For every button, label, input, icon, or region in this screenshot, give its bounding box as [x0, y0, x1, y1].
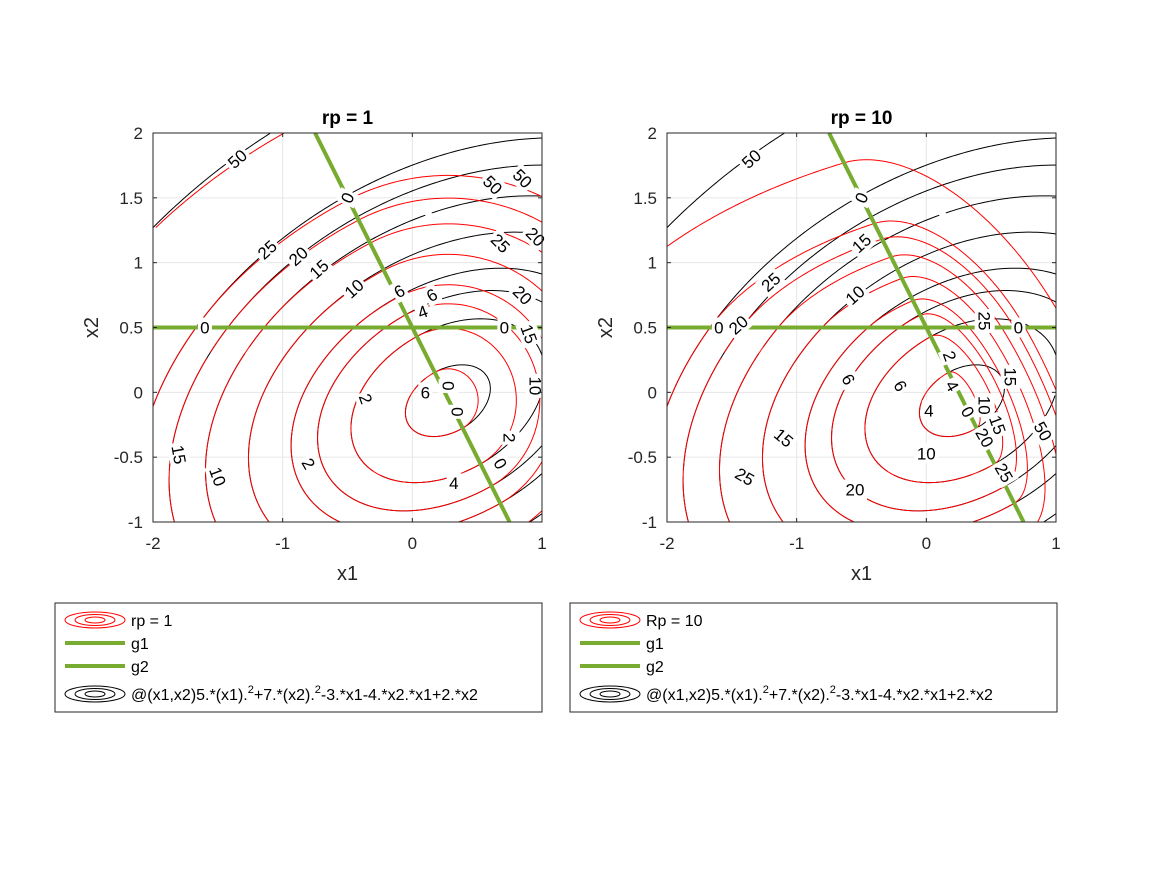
- constraint-contour-label: 0: [497, 317, 512, 338]
- penalized-contour-50: [667, 159, 1056, 309]
- y-tick-label: -0.5: [114, 448, 143, 467]
- y-tick-label: 0.5: [633, 319, 657, 338]
- objective-contour-label-text: 20: [846, 481, 865, 500]
- x-tick-label: 0: [922, 534, 931, 553]
- objective-contour-label: 0: [438, 378, 459, 393]
- legend: Rp = 10 g1 g2 @(x1,x2)5.*(x1).2+7.*(x2).2-3…: [569, 602, 1058, 713]
- constraint-contour-label: 0: [1011, 317, 1026, 338]
- legend-entry-label: Rp = 10: [646, 613, 703, 630]
- y-tick-label: 0: [134, 383, 143, 402]
- x-axis-label: x1: [337, 563, 358, 585]
- objective-contour-label: 0: [955, 400, 980, 423]
- legend-contour-icon: [579, 611, 641, 629]
- legend-contour-icon: [64, 685, 126, 703]
- y-tick-label: -1: [642, 513, 657, 532]
- x-tick-label: -2: [659, 534, 674, 553]
- penalized-contour-2: [864, 334, 1004, 484]
- constraint-contour-label-text: 0: [500, 319, 509, 338]
- penalized-contour-label-text: 10: [975, 396, 994, 415]
- y-tick-label: 0.5: [119, 319, 143, 338]
- penalized-contour-label: 6: [418, 382, 433, 403]
- x-axis-label: x1: [851, 563, 872, 585]
- objective-contour-label: 4: [921, 400, 936, 421]
- x-tick-label: -1: [275, 534, 290, 553]
- penalized-contour-label: 4: [940, 374, 965, 397]
- objective-contour-label: 20: [843, 479, 867, 500]
- x-tick-label: 0: [408, 534, 417, 553]
- plot-title: rp = 1: [322, 108, 374, 129]
- constraint-contour-label-text: 0: [200, 319, 209, 338]
- penalized-contour-label-text: 6: [421, 383, 430, 402]
- penalized-contour-label-text: 0: [448, 407, 467, 416]
- y-tick-label: 1: [648, 254, 657, 273]
- y-tick-label: 2: [648, 124, 657, 143]
- constraint-contour-label: 0: [197, 317, 212, 338]
- legend-entry-label: @(x1,x2)5.*(x1).2+7.*(x2).2-3.*x1-4.*x2.…: [131, 684, 478, 704]
- constraint-contour-label: 0: [849, 187, 874, 209]
- y-tick-label: 0: [648, 383, 657, 402]
- penalized-contour-label: 2: [499, 430, 520, 445]
- y-axis-label: x2: [81, 317, 103, 338]
- objective-contour-label: 2: [937, 346, 962, 366]
- penalized-contour-label: 15: [1000, 364, 1021, 389]
- x-tick-label: 1: [1051, 534, 1060, 553]
- objective-contour-label: 4: [412, 300, 433, 324]
- constraint-contour-label-text: 0: [714, 319, 723, 338]
- penalized-contour-label-text: 2: [500, 433, 519, 442]
- y-axis-label: x2: [595, 317, 617, 338]
- penalized-contour-label: 6: [388, 279, 411, 304]
- penalized-contour-label: 10: [974, 393, 995, 418]
- legend-entry-label: g2: [131, 659, 149, 676]
- penalized-contour-label: 10: [525, 373, 546, 398]
- legend-entry-label: rp = 1: [131, 613, 172, 630]
- objective-contour-label: 6: [420, 282, 443, 308]
- legend-box: [54, 602, 543, 713]
- penalized-contour-label: 4: [446, 473, 461, 494]
- y-tick-label: -1: [128, 513, 143, 532]
- subplot-1: 5025201510640246101520505025201510642002…: [54, 108, 552, 713]
- objective-contour-label-text: 4: [924, 402, 933, 421]
- legend-entry-label: @(x1,x2)5.*(x1).2+7.*(x2).2-3.*x1-4.*x2.…: [646, 684, 993, 704]
- y-tick-label: 1.5: [119, 189, 143, 208]
- legend-contour-icon: [64, 611, 126, 629]
- y-tick-label: 2: [134, 124, 143, 143]
- legend-entry-label: g1: [646, 636, 664, 653]
- penalized-contour-label: 25: [974, 309, 995, 333]
- x-tick-label: -1: [789, 534, 804, 553]
- legend-entry-label: g2: [646, 659, 664, 676]
- legend: rp = 1 g1 g2 @(x1,x2)5.*(x1).2+7.*(x2).2-3.…: [54, 602, 543, 713]
- y-tick-label: -0.5: [628, 448, 657, 467]
- penalized-contour-4: [317, 303, 541, 512]
- constraint-contour-label: 0: [335, 187, 360, 209]
- penalized-contour-label: 0: [447, 404, 468, 419]
- y-tick-label: 1.5: [633, 189, 657, 208]
- y-tick-label: 1: [134, 254, 143, 273]
- objective-contour-label: 15: [166, 441, 191, 469]
- constraint-contour-label-text: 0: [1014, 319, 1023, 338]
- penalized-contour-label: 6: [888, 374, 913, 397]
- penalized-contour-label-text: 15: [1001, 367, 1020, 386]
- objective-contour-label: 2: [353, 388, 378, 409]
- objective-contour-label-text: 10: [917, 444, 936, 463]
- x-tick-label: -2: [145, 534, 160, 553]
- plot-title: rp = 10: [831, 108, 893, 129]
- penalized-contour-label: 2: [296, 452, 321, 475]
- objective-contour-label: 6: [836, 368, 861, 391]
- penalized-contour-label-text: 25: [975, 312, 994, 331]
- x-tick-label: 1: [537, 534, 546, 553]
- legend-box: [569, 602, 1058, 713]
- constraint-contour-label: 0: [711, 317, 726, 338]
- penalized-contour-6: [290, 284, 542, 522]
- penalized-contour-label-text: 10: [526, 376, 545, 395]
- penalized-contour-6: [804, 298, 1028, 522]
- legend-contour-icon: [579, 685, 641, 703]
- objective-contour-label: 10: [914, 443, 939, 464]
- penalized-contour-label: 0: [488, 452, 513, 475]
- objective-contour-label-text: 0: [439, 381, 458, 390]
- objective-contour-label-text: 15: [167, 444, 189, 466]
- penalized-contour-label-text: 4: [449, 474, 458, 493]
- legend-entry-label: g1: [131, 636, 149, 653]
